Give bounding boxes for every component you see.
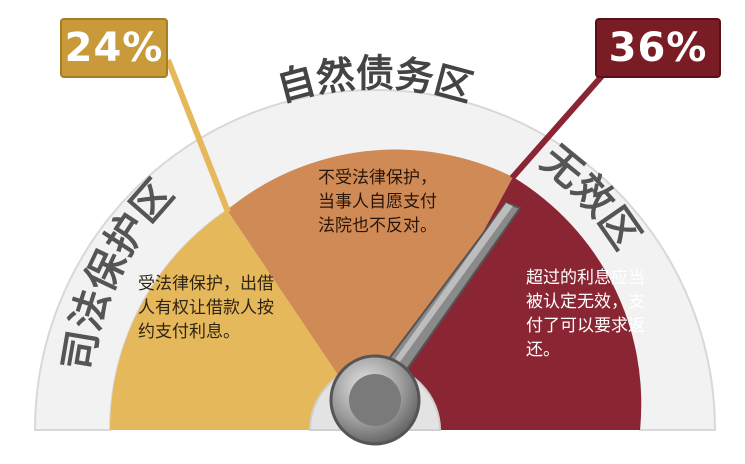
gauge-hub-center <box>349 374 401 426</box>
zone-right-description: 超过的利息应当被认定无效，支付了可以要求返还。 <box>526 268 645 360</box>
threshold-left-line <box>165 58 231 214</box>
zone-right-sector <box>375 177 642 430</box>
zone-middle-description: 不受法律保护，当事人自愿支付法院也不反对。 <box>318 168 437 236</box>
zone-left-description: 受法律保护，出借人有权让借款人按约支付利息。 <box>138 274 274 342</box>
threshold-left-badge: 24% <box>60 18 168 78</box>
zone-left-sector <box>109 210 375 430</box>
zone-middle-sector <box>227 149 513 431</box>
threshold-right-line <box>509 58 619 180</box>
threshold-right-badge: 36% <box>595 18 721 78</box>
